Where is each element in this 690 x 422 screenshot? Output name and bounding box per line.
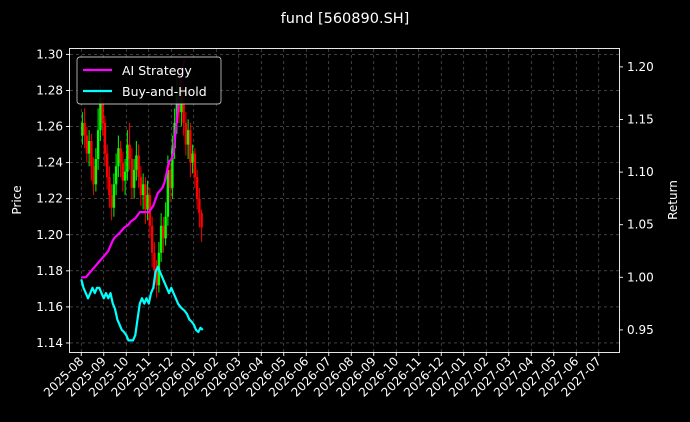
candle-body [117, 148, 120, 167]
candle-body [168, 169, 172, 188]
legend-label-ai-strategy: AI Strategy [122, 63, 192, 78]
y-right-tick-label: 1.15 [627, 112, 654, 126]
candle-body [96, 130, 100, 160]
candle-body [94, 159, 98, 185]
candle-body [144, 184, 147, 210]
candle-body [166, 169, 170, 217]
candle-body [85, 135, 89, 154]
line-series-ai-strategy [81, 59, 186, 279]
candle-body [186, 130, 190, 145]
candle-body [110, 195, 113, 208]
candle-body [114, 166, 118, 185]
y-right-tick-label: 1.10 [627, 165, 654, 179]
line-series-buy-and-hold [80, 265, 204, 342]
candle-body [128, 144, 131, 160]
candle-body [81, 122, 84, 136]
y-tick-label: 1.28 [36, 83, 63, 97]
candle-body [135, 155, 138, 170]
y-axis-label-right: Return [666, 180, 680, 220]
candle-body [159, 225, 163, 253]
right-y-axis: 0.95 1.00 1.05 1.10 1.15 1.20 [619, 60, 654, 337]
plot-frame [69, 48, 620, 353]
candle-body [101, 97, 104, 123]
y-tick-label: 1.18 [36, 264, 63, 278]
candle-body [146, 195, 149, 210]
candle-body [141, 184, 145, 196]
candle-body [112, 184, 116, 208]
candle-body [119, 148, 122, 163]
candle-body [182, 86, 185, 123]
candle-body [121, 162, 125, 181]
candle-body [153, 252, 156, 271]
candle-body [83, 122, 86, 136]
y-tick-label: 1.22 [36, 192, 63, 206]
candle-body [99, 97, 102, 131]
candle-body [193, 153, 197, 178]
y-right-tick-label: 1.20 [627, 60, 654, 74]
candle-body [105, 153, 109, 178]
candle-body [126, 144, 129, 172]
candle-body [92, 166, 95, 185]
candle-body [171, 148, 174, 188]
candle-body [195, 177, 199, 199]
candle-body [132, 169, 136, 188]
y-right-tick-label: 1.00 [627, 270, 654, 284]
candle-body [108, 177, 111, 196]
line-series-group [80, 59, 204, 342]
y-right-tick-label: 1.05 [627, 218, 654, 232]
candle-body [123, 171, 127, 181]
candle-body [150, 225, 154, 253]
y-tick-label: 1.20 [36, 228, 63, 242]
legend-label-buy-and-hold: Buy-and-Hold [122, 84, 207, 99]
y-tick-label: 1.26 [36, 120, 63, 134]
candle-body [130, 159, 134, 188]
candle-body [191, 153, 194, 163]
candle-body [164, 216, 167, 239]
legend-box [76, 56, 222, 105]
candle-body [87, 140, 91, 154]
candlestick-series [81, 68, 203, 298]
candle-body [155, 270, 158, 286]
candle-body [175, 94, 179, 123]
candle-body [103, 122, 107, 154]
y-tick-label: 1.24 [36, 156, 63, 170]
legend: AI Strategy Buy-and-Hold [76, 56, 222, 105]
y-tick-label: 1.16 [36, 300, 63, 314]
candle-body [184, 122, 188, 145]
candle-body [139, 177, 143, 196]
y-axis-label-left: Price [10, 185, 24, 214]
candle-body [189, 130, 192, 163]
candle-body [198, 198, 201, 214]
y-tick-label: 1.14 [36, 336, 63, 350]
candle-body [200, 213, 203, 228]
candle-body [162, 225, 165, 239]
candle-body [90, 140, 93, 167]
y-tick-label: 1.30 [36, 47, 63, 61]
left-y-axis: 1.14 1.16 1.18 1.20 1.22 1.24 1.26 1.28 1.30 [36, 47, 70, 350]
y-right-tick-label: 0.95 [627, 323, 654, 337]
candle-body [137, 155, 140, 178]
chart-title: fund [560890.SH] [281, 11, 410, 27]
